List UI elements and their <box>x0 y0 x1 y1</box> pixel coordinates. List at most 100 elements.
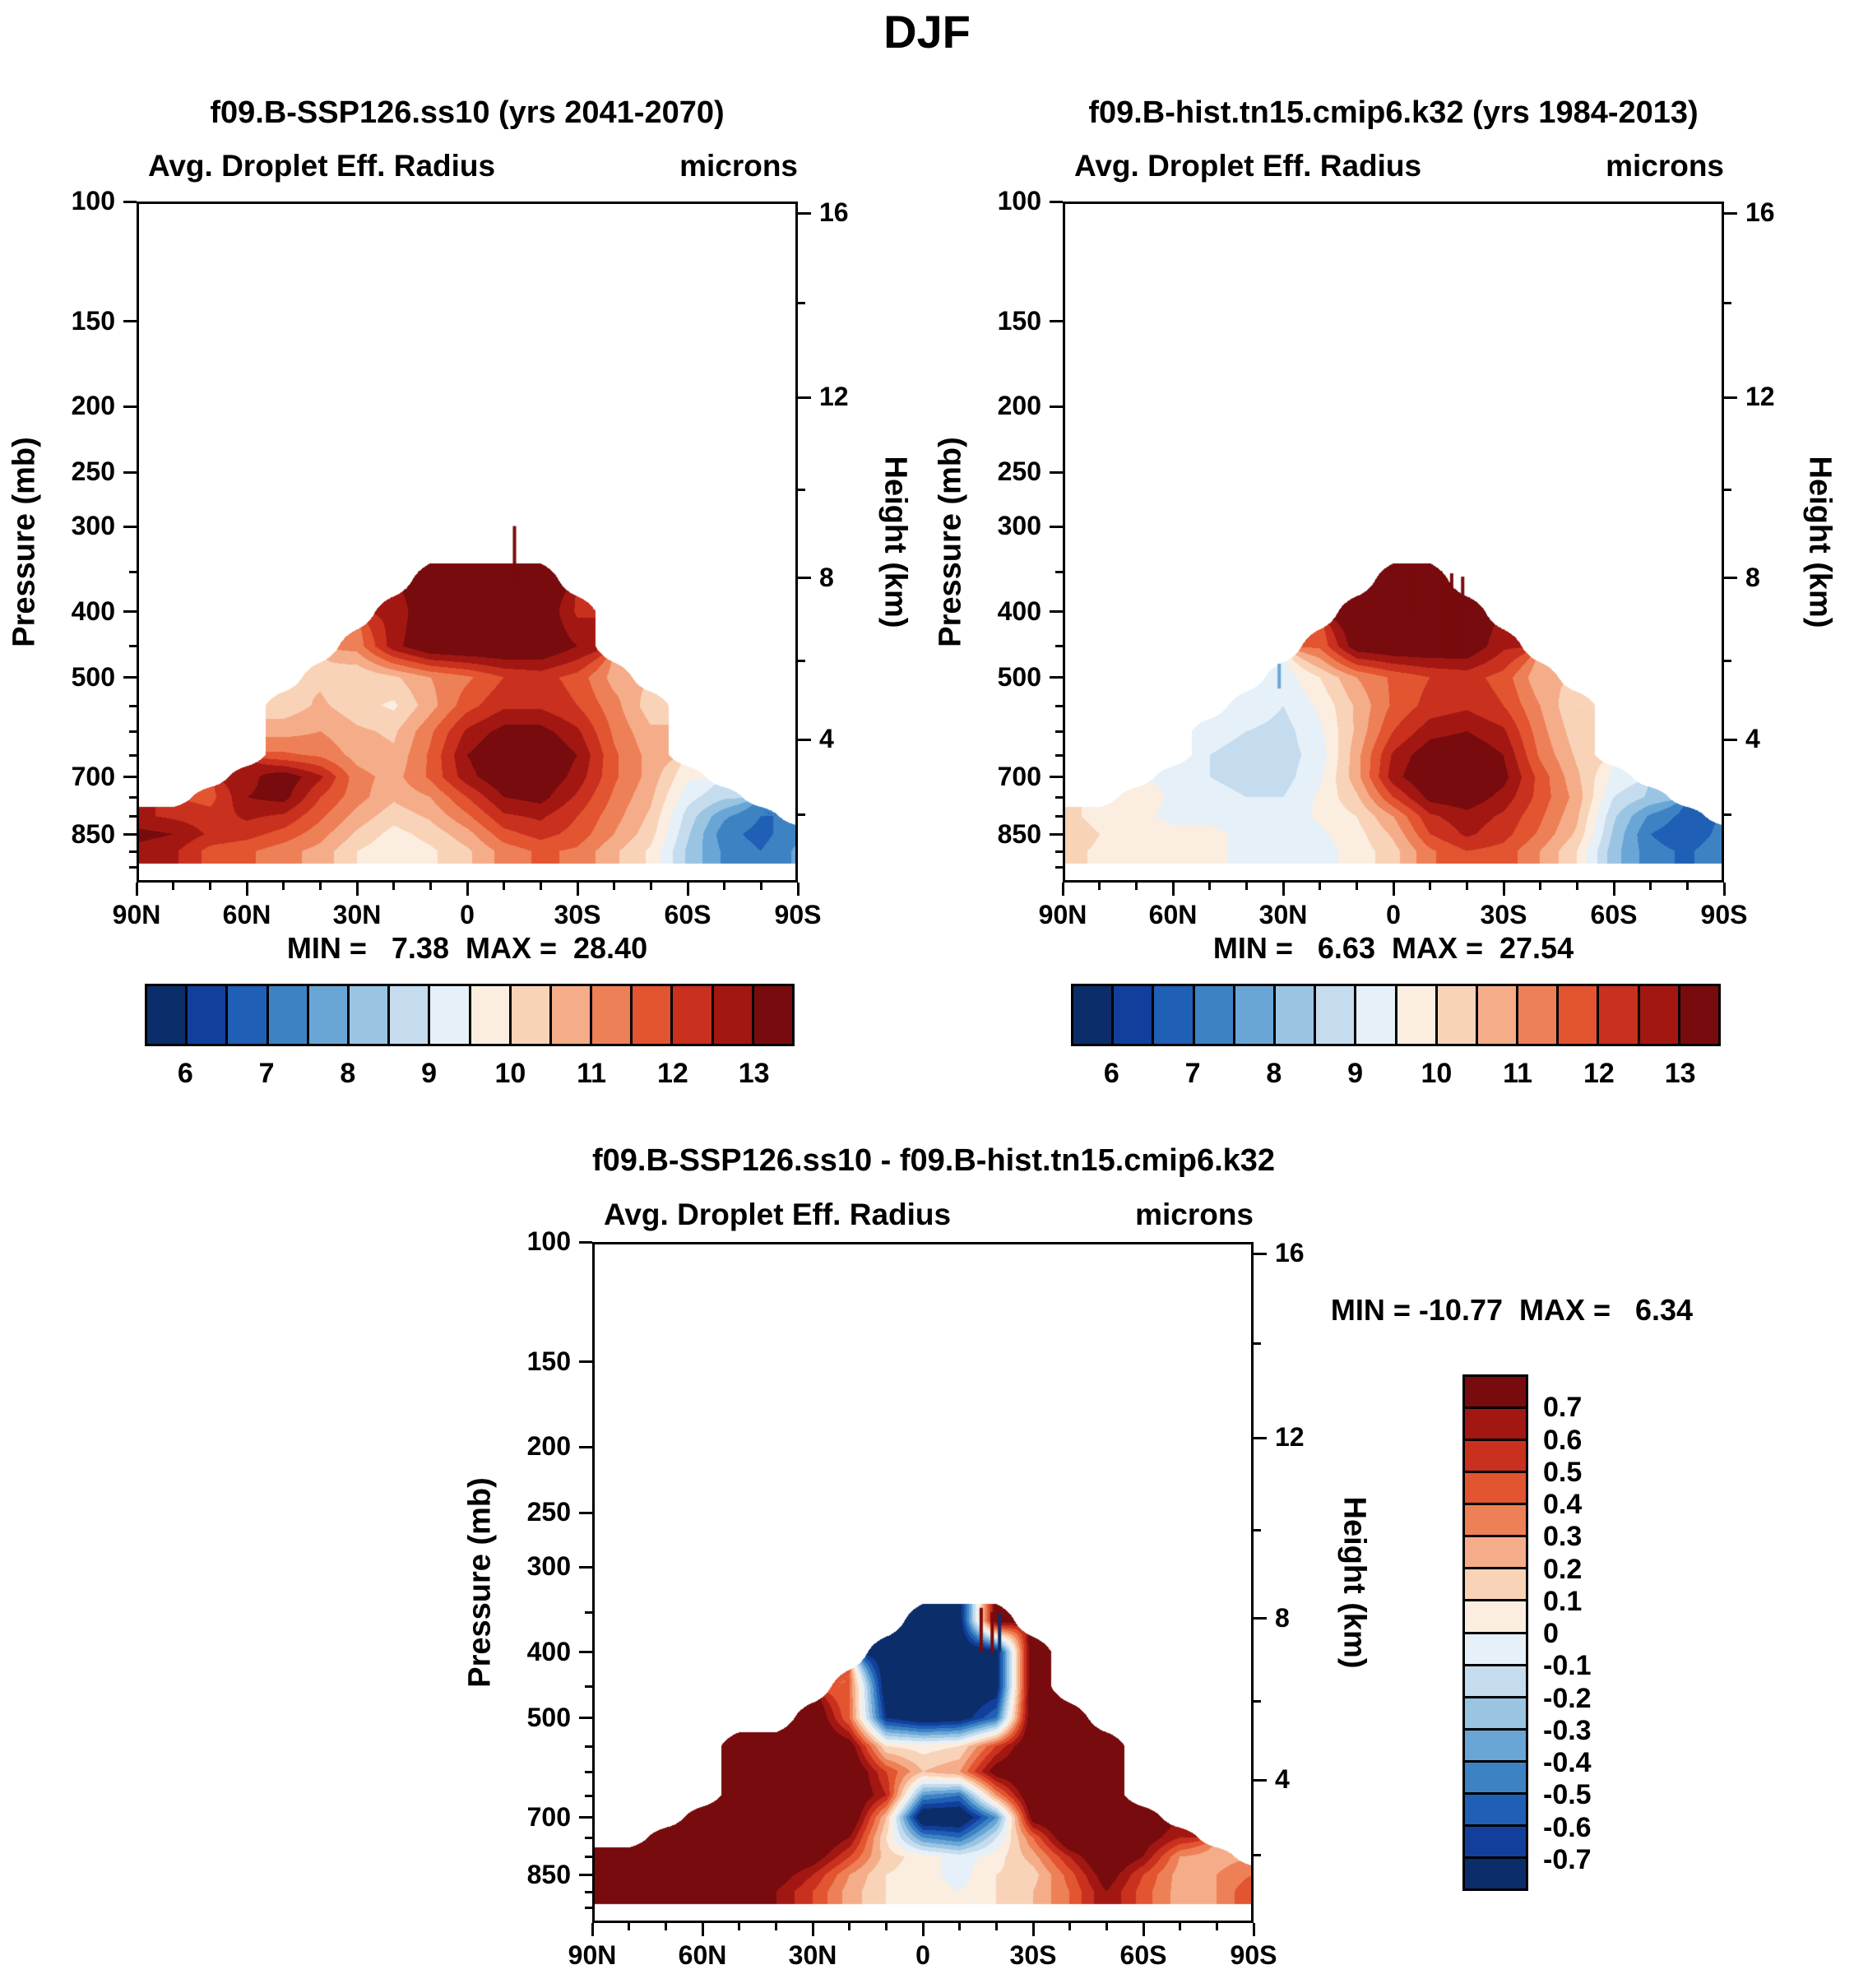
axis-minor-tick <box>774 1923 777 1930</box>
colorbar-tick-label: 12 <box>1583 1058 1615 1089</box>
axis-tick <box>123 833 137 836</box>
axis-tick <box>1050 776 1063 779</box>
colorbar-tick-label: 0.4 <box>1543 1489 1583 1520</box>
axis-tick <box>796 883 800 896</box>
axis-minor-tick <box>738 1923 741 1930</box>
pressure-tick-label: 700 <box>526 1801 571 1832</box>
colorbar-cell <box>1465 1409 1526 1442</box>
axis-minor-tick <box>1179 1923 1182 1930</box>
axis-minor-tick <box>798 813 805 816</box>
axis-minor-tick <box>994 1923 998 1930</box>
latitude-tick-label: 90N <box>112 900 161 929</box>
pressure-tick-label: 850 <box>997 818 1041 849</box>
colorbar-cell <box>1465 1473 1526 1506</box>
axis-tick <box>1050 833 1063 836</box>
colorbar-tick-label: 0.3 <box>1543 1521 1583 1553</box>
colorbar-tick-label: 6 <box>177 1058 193 1089</box>
radius-colorbar <box>1071 984 1721 1046</box>
axis-tick <box>579 1651 592 1653</box>
colorbar-cell <box>1599 986 1640 1044</box>
axis-minor-tick <box>585 1890 592 1893</box>
axis-tick <box>1050 525 1063 528</box>
axis-minor-tick <box>1105 1923 1108 1930</box>
colorbar-cell <box>1477 986 1519 1044</box>
axis-tick <box>798 211 811 215</box>
colorbar-tick-label: -0.5 <box>1543 1779 1592 1811</box>
axis-minor-tick <box>1429 883 1432 890</box>
height-tick-label: 8 <box>1275 1602 1290 1633</box>
axis-tick <box>1254 1617 1267 1620</box>
colorbar-cell <box>430 986 471 1044</box>
colorbar-cell <box>1397 986 1438 1044</box>
axis-tick <box>798 738 811 741</box>
colorbar-tick-label: 7 <box>258 1058 275 1089</box>
axis-minor-tick <box>1355 883 1358 890</box>
panel-b-contour-canvas <box>1063 202 1724 883</box>
axis-minor-tick <box>1055 866 1063 869</box>
panel-c-height-axis-title: Height (km) <box>1337 1496 1372 1669</box>
latitude-tick-label: 60S <box>1590 900 1638 929</box>
axis-tick <box>921 1923 925 1936</box>
axis-tick <box>798 577 811 580</box>
colorbar-tick-label: 0.6 <box>1543 1424 1583 1456</box>
axis-minor-tick <box>1055 730 1063 733</box>
axis-tick <box>1724 577 1737 580</box>
axis-minor-tick <box>884 1923 888 1930</box>
height-tick-label: 12 <box>1745 382 1775 412</box>
axis-minor-tick <box>628 1923 631 1930</box>
axis-minor-tick <box>664 1923 667 1930</box>
axis-minor-tick <box>585 1794 592 1797</box>
colorbar-cell <box>1465 1762 1526 1795</box>
axis-minor-tick <box>1068 1923 1072 1930</box>
pressure-tick-label: 400 <box>526 1636 571 1666</box>
latitude-tick-label: 60S <box>1119 1940 1167 1970</box>
axis-tick <box>466 883 469 896</box>
axis-tick <box>579 1565 592 1569</box>
axis-minor-tick <box>585 1856 592 1859</box>
axis-tick <box>1254 1778 1267 1782</box>
panel-a-height-axis-title: Height (km) <box>878 456 913 628</box>
axis-tick <box>123 676 137 679</box>
colorbar-tick-label: -0.4 <box>1543 1747 1592 1778</box>
latitude-tick-label: 60N <box>222 900 271 929</box>
panel-b-minmax: MIN = 6.63 MAX = 27.54 <box>1212 931 1574 965</box>
colorbar-tick-label: 11 <box>577 1058 607 1089</box>
pressure-tick-label: 200 <box>71 391 115 421</box>
colorbar-cell <box>753 986 792 1044</box>
axis-minor-tick <box>1254 1854 1261 1856</box>
pressure-tick-label: 700 <box>71 761 115 791</box>
colorbar-cell <box>268 986 309 1044</box>
colorbar-cell <box>308 986 350 1044</box>
axis-minor-tick <box>1215 1923 1218 1930</box>
axis-minor-tick <box>1465 883 1468 890</box>
axis-tick <box>123 470 137 474</box>
axis-tick <box>686 883 689 896</box>
axis-tick <box>1252 1923 1255 1936</box>
height-tick-label: 16 <box>1275 1238 1305 1268</box>
colorbar-cell <box>1465 1826 1526 1859</box>
axis-minor-tick <box>649 883 652 890</box>
pressure-tick-label: 150 <box>71 305 115 336</box>
latitude-tick-label: 60N <box>1148 900 1198 929</box>
axis-minor-tick <box>1055 796 1063 799</box>
colorbar-cell <box>511 986 552 1044</box>
axis-tick <box>591 1923 594 1936</box>
pressure-tick-label: 300 <box>71 511 115 541</box>
colorbar-cell <box>228 986 269 1044</box>
height-tick-label: 4 <box>819 724 834 754</box>
pressure-tick-label: 200 <box>526 1431 571 1462</box>
axis-tick <box>1502 883 1505 896</box>
panel-c-units-label: microns <box>1135 1198 1254 1231</box>
axis-tick <box>576 883 579 896</box>
height-tick-label: 4 <box>1745 724 1760 754</box>
axis-minor-tick <box>282 883 285 890</box>
colorbar-tick-label: -0.3 <box>1543 1714 1592 1746</box>
axis-minor-tick <box>392 883 396 890</box>
colorbar-cell <box>592 986 633 1044</box>
axis-tick <box>1254 1252 1267 1255</box>
colorbar-cell <box>1194 986 1235 1044</box>
axis-minor-tick <box>798 488 805 491</box>
axis-tick <box>123 405 137 408</box>
panel-b-title: f09.B-hist.tn15.cmip6.k32 (yrs 1984-2013… <box>1088 95 1699 130</box>
